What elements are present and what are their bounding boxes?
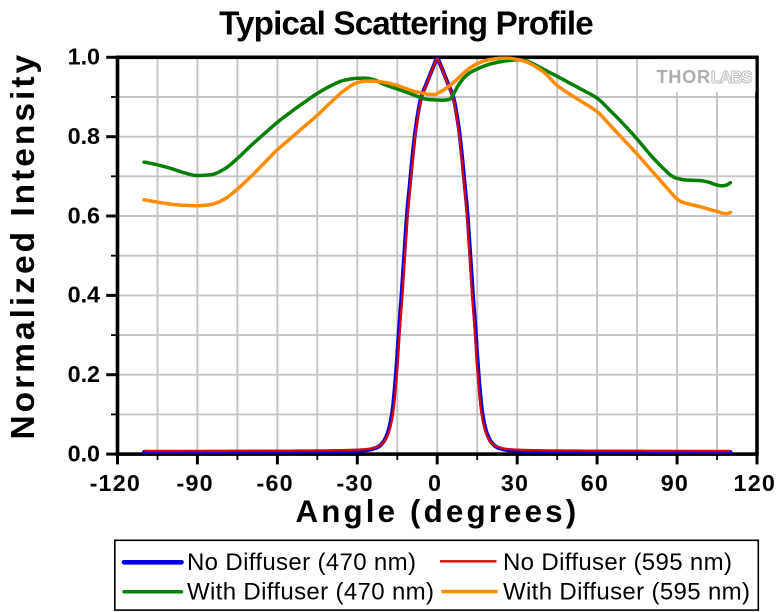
svg-text:0: 0 xyxy=(428,470,442,496)
svg-text:0.8: 0.8 xyxy=(68,123,100,149)
svg-text:0.0: 0.0 xyxy=(68,440,100,466)
svg-text:1.0: 1.0 xyxy=(68,44,100,70)
svg-text:-120: -120 xyxy=(90,470,141,496)
svg-text:90: 90 xyxy=(661,470,689,496)
svg-text:0.2: 0.2 xyxy=(68,361,100,387)
svg-text:30: 30 xyxy=(501,470,529,496)
svg-text:THOR: THOR xyxy=(657,67,711,87)
svg-text:-60: -60 xyxy=(257,470,294,496)
svg-text:Typical Scattering Profile: Typical Scattering Profile xyxy=(219,6,593,43)
svg-text:Normalized Intensity: Normalized Intensity xyxy=(5,52,42,440)
svg-text:No Diffuser (470 nm): No Diffuser (470 nm) xyxy=(187,549,416,576)
svg-text:With Diffuser (595 nm): With Diffuser (595 nm) xyxy=(503,579,750,606)
svg-text:-90: -90 xyxy=(177,470,214,496)
svg-text:With Diffuser (470 nm): With Diffuser (470 nm) xyxy=(187,579,434,606)
svg-text:Angle (degrees): Angle (degrees) xyxy=(296,494,580,529)
svg-text:60: 60 xyxy=(581,470,609,496)
svg-text:No Diffuser (595 nm): No Diffuser (595 nm) xyxy=(503,549,732,576)
svg-text:120: 120 xyxy=(734,470,776,496)
svg-text:0.6: 0.6 xyxy=(68,202,100,228)
svg-text:0.4: 0.4 xyxy=(68,282,100,308)
svg-text:LABS: LABS xyxy=(711,67,752,87)
svg-text:-30: -30 xyxy=(336,470,373,496)
